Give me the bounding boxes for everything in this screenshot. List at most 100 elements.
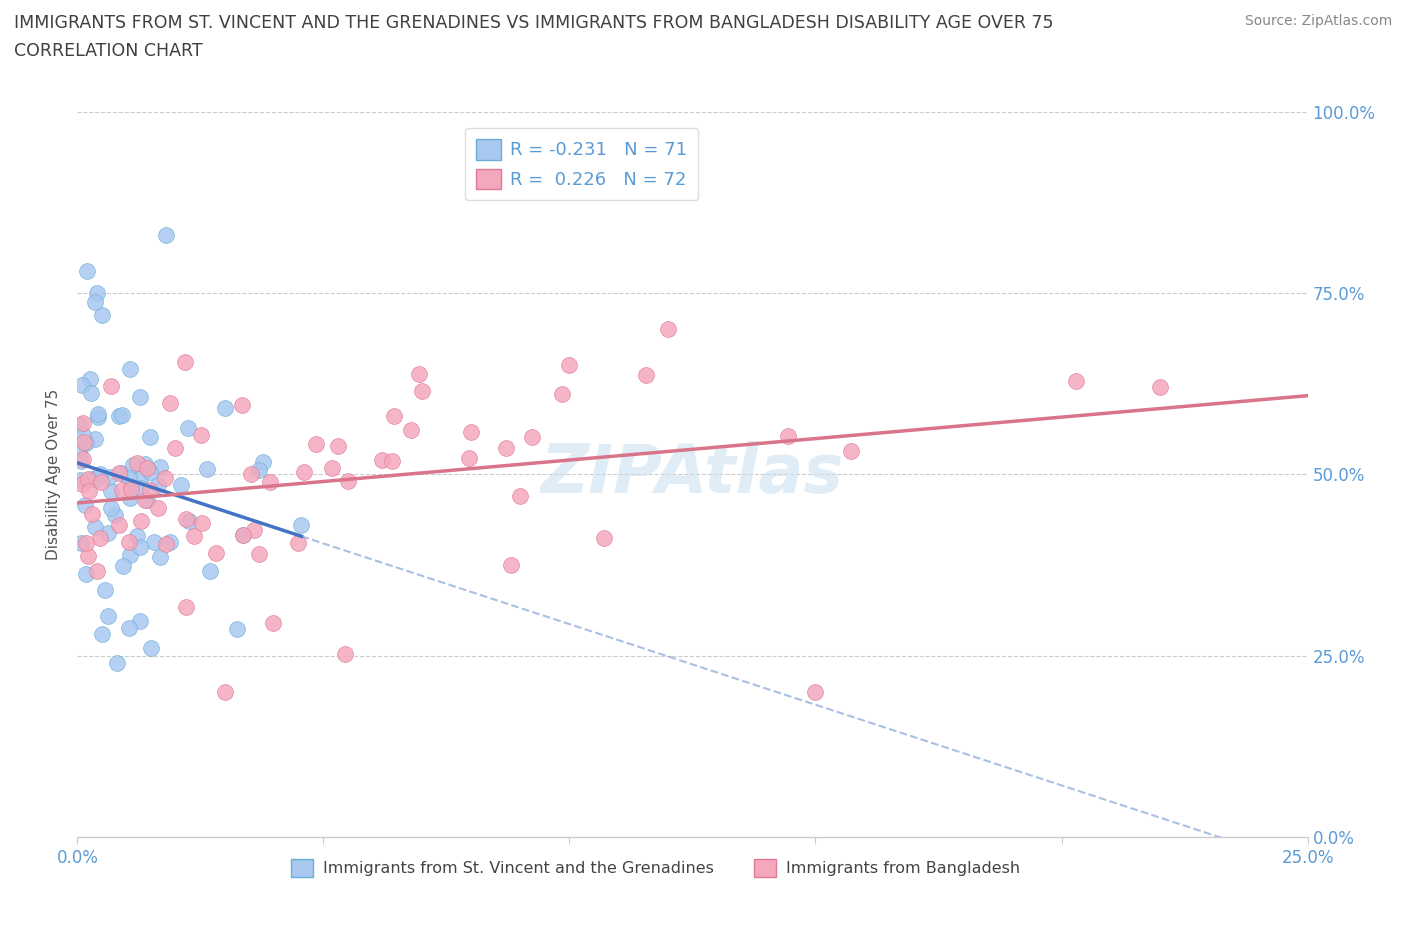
- Point: [381, 454, 404, 469]
- Point: [495, 441, 517, 456]
- Point: [76, 549, 98, 564]
- Point: [118, 491, 141, 506]
- Point: [79, 484, 101, 498]
- Point: [69, 441, 91, 456]
- Point: [79, 371, 101, 386]
- Point: [205, 546, 228, 561]
- Point: [135, 460, 157, 475]
- Point: [111, 483, 134, 498]
- Point: [159, 396, 181, 411]
- Point: [232, 527, 254, 542]
- Point: [100, 500, 122, 515]
- Point: [138, 465, 160, 480]
- Point: [499, 557, 522, 572]
- Point: [146, 477, 169, 492]
- Point: [336, 473, 359, 488]
- Point: [80, 386, 103, 401]
- Point: [72, 434, 94, 449]
- Point: [84, 432, 107, 446]
- Point: [110, 466, 132, 481]
- Point: [292, 465, 315, 480]
- Point: [75, 436, 97, 451]
- Point: [290, 518, 312, 533]
- Point: [232, 527, 254, 542]
- Point: [97, 608, 120, 623]
- Point: [76, 264, 98, 279]
- Point: [231, 398, 253, 413]
- Point: [141, 641, 163, 656]
- Point: [111, 558, 134, 573]
- Point: [108, 465, 131, 480]
- Point: [118, 535, 141, 550]
- Point: [72, 416, 94, 431]
- Point: [90, 474, 112, 489]
- Point: [127, 528, 149, 543]
- Point: [70, 378, 93, 392]
- Point: [75, 536, 97, 551]
- Point: [214, 684, 236, 699]
- Point: [129, 614, 152, 629]
- Point: [247, 546, 270, 561]
- Point: [165, 441, 187, 456]
- Point: [198, 564, 221, 578]
- Point: [118, 620, 141, 635]
- Y-axis label: Disability Age Over 75: Disability Age Over 75: [46, 389, 62, 560]
- Point: [73, 498, 96, 512]
- Point: [111, 408, 134, 423]
- Point: [240, 467, 263, 482]
- Point: [333, 646, 356, 661]
- Point: [72, 451, 94, 466]
- Point: [326, 439, 349, 454]
- Point: [195, 461, 218, 476]
- Point: [174, 354, 197, 369]
- Point: [138, 430, 160, 445]
- Point: [399, 422, 422, 437]
- Point: [262, 616, 284, 631]
- Point: [83, 294, 105, 309]
- Point: [89, 467, 111, 482]
- Point: [1149, 379, 1171, 394]
- Point: [259, 474, 281, 489]
- Point: [108, 408, 131, 423]
- Point: [120, 479, 142, 494]
- Point: [136, 493, 159, 508]
- Point: [634, 367, 657, 382]
- Point: [191, 516, 214, 531]
- Point: [70, 454, 93, 469]
- Point: [72, 428, 94, 443]
- Point: [522, 430, 544, 445]
- Point: [84, 519, 107, 534]
- Point: [155, 228, 177, 243]
- Point: [177, 514, 200, 529]
- Point: [89, 531, 111, 546]
- Point: [90, 627, 114, 642]
- Point: [90, 307, 114, 322]
- Point: [75, 566, 97, 581]
- Point: [82, 472, 104, 486]
- Point: [129, 390, 152, 405]
- Point: [100, 379, 122, 393]
- Point: [129, 539, 152, 554]
- Legend: Immigrants from St. Vincent and the Grenadines, Immigrants from Bangladesh: Immigrants from St. Vincent and the Gren…: [285, 852, 1026, 883]
- Point: [214, 401, 236, 416]
- Point: [86, 286, 108, 300]
- Point: [1066, 374, 1088, 389]
- Point: [190, 427, 212, 442]
- Point: [287, 536, 309, 551]
- Point: [143, 534, 166, 549]
- Point: [460, 425, 482, 440]
- Point: [118, 362, 141, 377]
- Text: ZIPAtlas: ZIPAtlas: [541, 442, 844, 507]
- Point: [458, 450, 481, 465]
- Point: [118, 471, 141, 485]
- Text: IMMIGRANTS FROM ST. VINCENT AND THE GRENADINES VS IMMIGRANTS FROM BANGLADESH DIS: IMMIGRANTS FROM ST. VINCENT AND THE GREN…: [14, 14, 1053, 32]
- Point: [134, 457, 156, 472]
- Point: [155, 536, 177, 551]
- Point: [120, 547, 142, 562]
- Point: [243, 522, 266, 537]
- Point: [97, 525, 120, 540]
- Point: [105, 656, 128, 671]
- Point: [104, 508, 127, 523]
- Point: [70, 476, 93, 491]
- Point: [593, 530, 616, 545]
